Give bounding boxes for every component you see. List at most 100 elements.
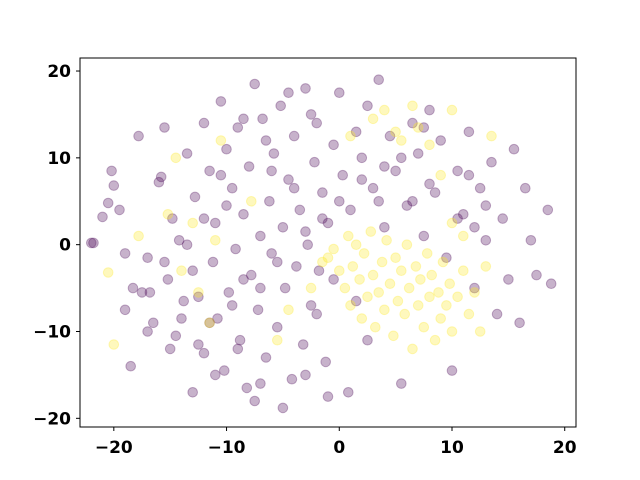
scatter-point-s1-14 — [305, 282, 317, 294]
scatter-point-s0-157 — [136, 287, 148, 298]
scatter-point-s1-10 — [215, 135, 227, 146]
scatter-point-s0-93 — [480, 235, 492, 246]
scatter-point-s0-144 — [300, 226, 311, 237]
scatter-point-s1-19 — [339, 282, 351, 294]
scatter-point-s1-47 — [418, 321, 430, 333]
scatter-point-s0-0 — [88, 237, 99, 249]
scatter-point-s0-88 — [452, 165, 463, 177]
scatter-point-s1-32 — [376, 256, 388, 268]
scatter-point-s1-3 — [162, 209, 174, 220]
scatter-point-s1-55 — [441, 300, 452, 311]
scatter-point-s1-51 — [429, 334, 441, 346]
scatter-point-s1-45 — [412, 300, 424, 311]
scatter-point-s0-116 — [249, 395, 260, 407]
scatter-point-s0-104 — [545, 278, 557, 290]
scatter-point-s0-25 — [212, 313, 223, 324]
scatter-point-s0-94 — [486, 156, 497, 168]
scatter-point-s0-118 — [277, 402, 289, 414]
scatter-point-s1-53 — [435, 313, 447, 324]
scatter-point-s0-34 — [238, 209, 249, 220]
scatter-point-s0-103 — [542, 204, 554, 216]
scatter-point-s0-33 — [234, 334, 246, 346]
scatter-point-s0-115 — [232, 343, 244, 355]
scatter-point-s0-12 — [162, 274, 174, 285]
scatter-point-s0-152 — [238, 113, 249, 125]
scatter-point-s1-24 — [354, 274, 365, 285]
scatter-point-s1-20 — [343, 230, 354, 242]
scatter-point-s0-133 — [424, 178, 435, 190]
scatter-point-s0-135 — [469, 222, 480, 233]
scatter-point-s1-56 — [444, 278, 456, 290]
scatter-point-s1-21 — [345, 300, 356, 311]
scatter-point-s1-57 — [446, 326, 458, 337]
scatter-point-s0-127 — [311, 308, 323, 320]
scatter-point-s1-15 — [317, 256, 328, 268]
scatter-point-s0-63 — [320, 356, 332, 368]
scatter-point-s0-138 — [418, 122, 430, 133]
x-tick-label: 10 — [440, 438, 464, 458]
x-tick-label: −20 — [95, 438, 133, 458]
scatter-point-s0-85 — [435, 135, 447, 146]
y-tick-label: 20 — [47, 62, 71, 82]
scatter-point-s0-58 — [305, 300, 317, 311]
scatter-point-s0-44 — [266, 248, 277, 259]
scatter-point-s0-107 — [108, 180, 120, 191]
scatter-point-s0-96 — [497, 213, 509, 224]
scatter-point-s0-124 — [221, 200, 232, 211]
scatter-point-s0-142 — [334, 196, 345, 207]
scatter-point-s1-16 — [322, 252, 334, 264]
scatter-point-s0-106 — [97, 211, 108, 223]
scatter-point-s1-17 — [328, 243, 339, 255]
x-axis: −20 −10 0 10 20 — [95, 427, 577, 458]
scatter-point-s0-32 — [232, 122, 244, 133]
scatter-point-s1-23 — [350, 239, 362, 250]
scatter-point-s0-68 — [343, 387, 354, 398]
scatter-point-s1-5 — [176, 265, 187, 277]
scatter-point-s1-37 — [390, 252, 401, 264]
scatter-point-s1-28 — [365, 226, 377, 237]
scatter-point-s0-67 — [337, 169, 349, 181]
scatter-point-s0-6 — [133, 130, 144, 142]
scatter-point-s0-148 — [204, 317, 215, 329]
scatter-point-s1-38 — [392, 295, 404, 307]
scatter-point-s0-54 — [294, 204, 306, 216]
scatter-point-s1-42 — [403, 282, 415, 294]
scatter-point-s0-1 — [102, 197, 114, 209]
scatter-point-s0-128 — [350, 295, 362, 307]
scatter-point-s0-7 — [142, 252, 153, 264]
scatter-point-s0-102 — [531, 269, 542, 281]
scatter-point-s0-64 — [322, 217, 334, 229]
scatter-point-s0-15 — [173, 235, 185, 246]
scatter-point-s0-136 — [480, 200, 492, 211]
scatter-point-s0-42 — [260, 352, 272, 363]
scatter-point-s0-151 — [260, 135, 272, 146]
scatter-point-s1-9 — [210, 235, 221, 246]
scatter-point-s0-149 — [305, 109, 317, 120]
scatter-point-s0-105 — [86, 237, 97, 249]
scatter-point-s0-83 — [424, 104, 435, 116]
scatter-point-s1-31 — [373, 287, 385, 298]
scatter-point-s0-65 — [328, 139, 339, 151]
scatter-point-s1-59 — [458, 265, 469, 277]
scatter-point-s0-35 — [241, 382, 253, 394]
scatter-point-s0-55 — [297, 339, 309, 350]
scatter-point-s1-58 — [452, 291, 463, 303]
scatter-point-s0-40 — [255, 230, 266, 242]
scatter-point-s0-38 — [249, 78, 260, 90]
scatter-point-s1-35 — [384, 278, 396, 290]
scatter-point-s1-67 — [407, 100, 418, 112]
scatter-point-s0-126 — [176, 313, 187, 324]
scatter-point-s0-9 — [148, 317, 159, 329]
x-tick-label: 20 — [553, 438, 577, 458]
scatter-point-s0-139 — [396, 152, 407, 164]
scatter-point-s0-97 — [503, 274, 514, 285]
scatter-point-s0-77 — [390, 165, 401, 177]
scatter-point-s0-150 — [283, 87, 294, 98]
scatter-point-s0-140 — [379, 161, 390, 172]
scatter-point-s0-16 — [178, 295, 189, 307]
scatter-point-s1-65 — [390, 126, 401, 138]
scatter-point-s0-13 — [167, 213, 178, 224]
scatter-point-s0-146 — [255, 282, 266, 294]
scatter-point-s0-17 — [181, 148, 193, 159]
scatter-point-s0-155 — [181, 239, 193, 250]
